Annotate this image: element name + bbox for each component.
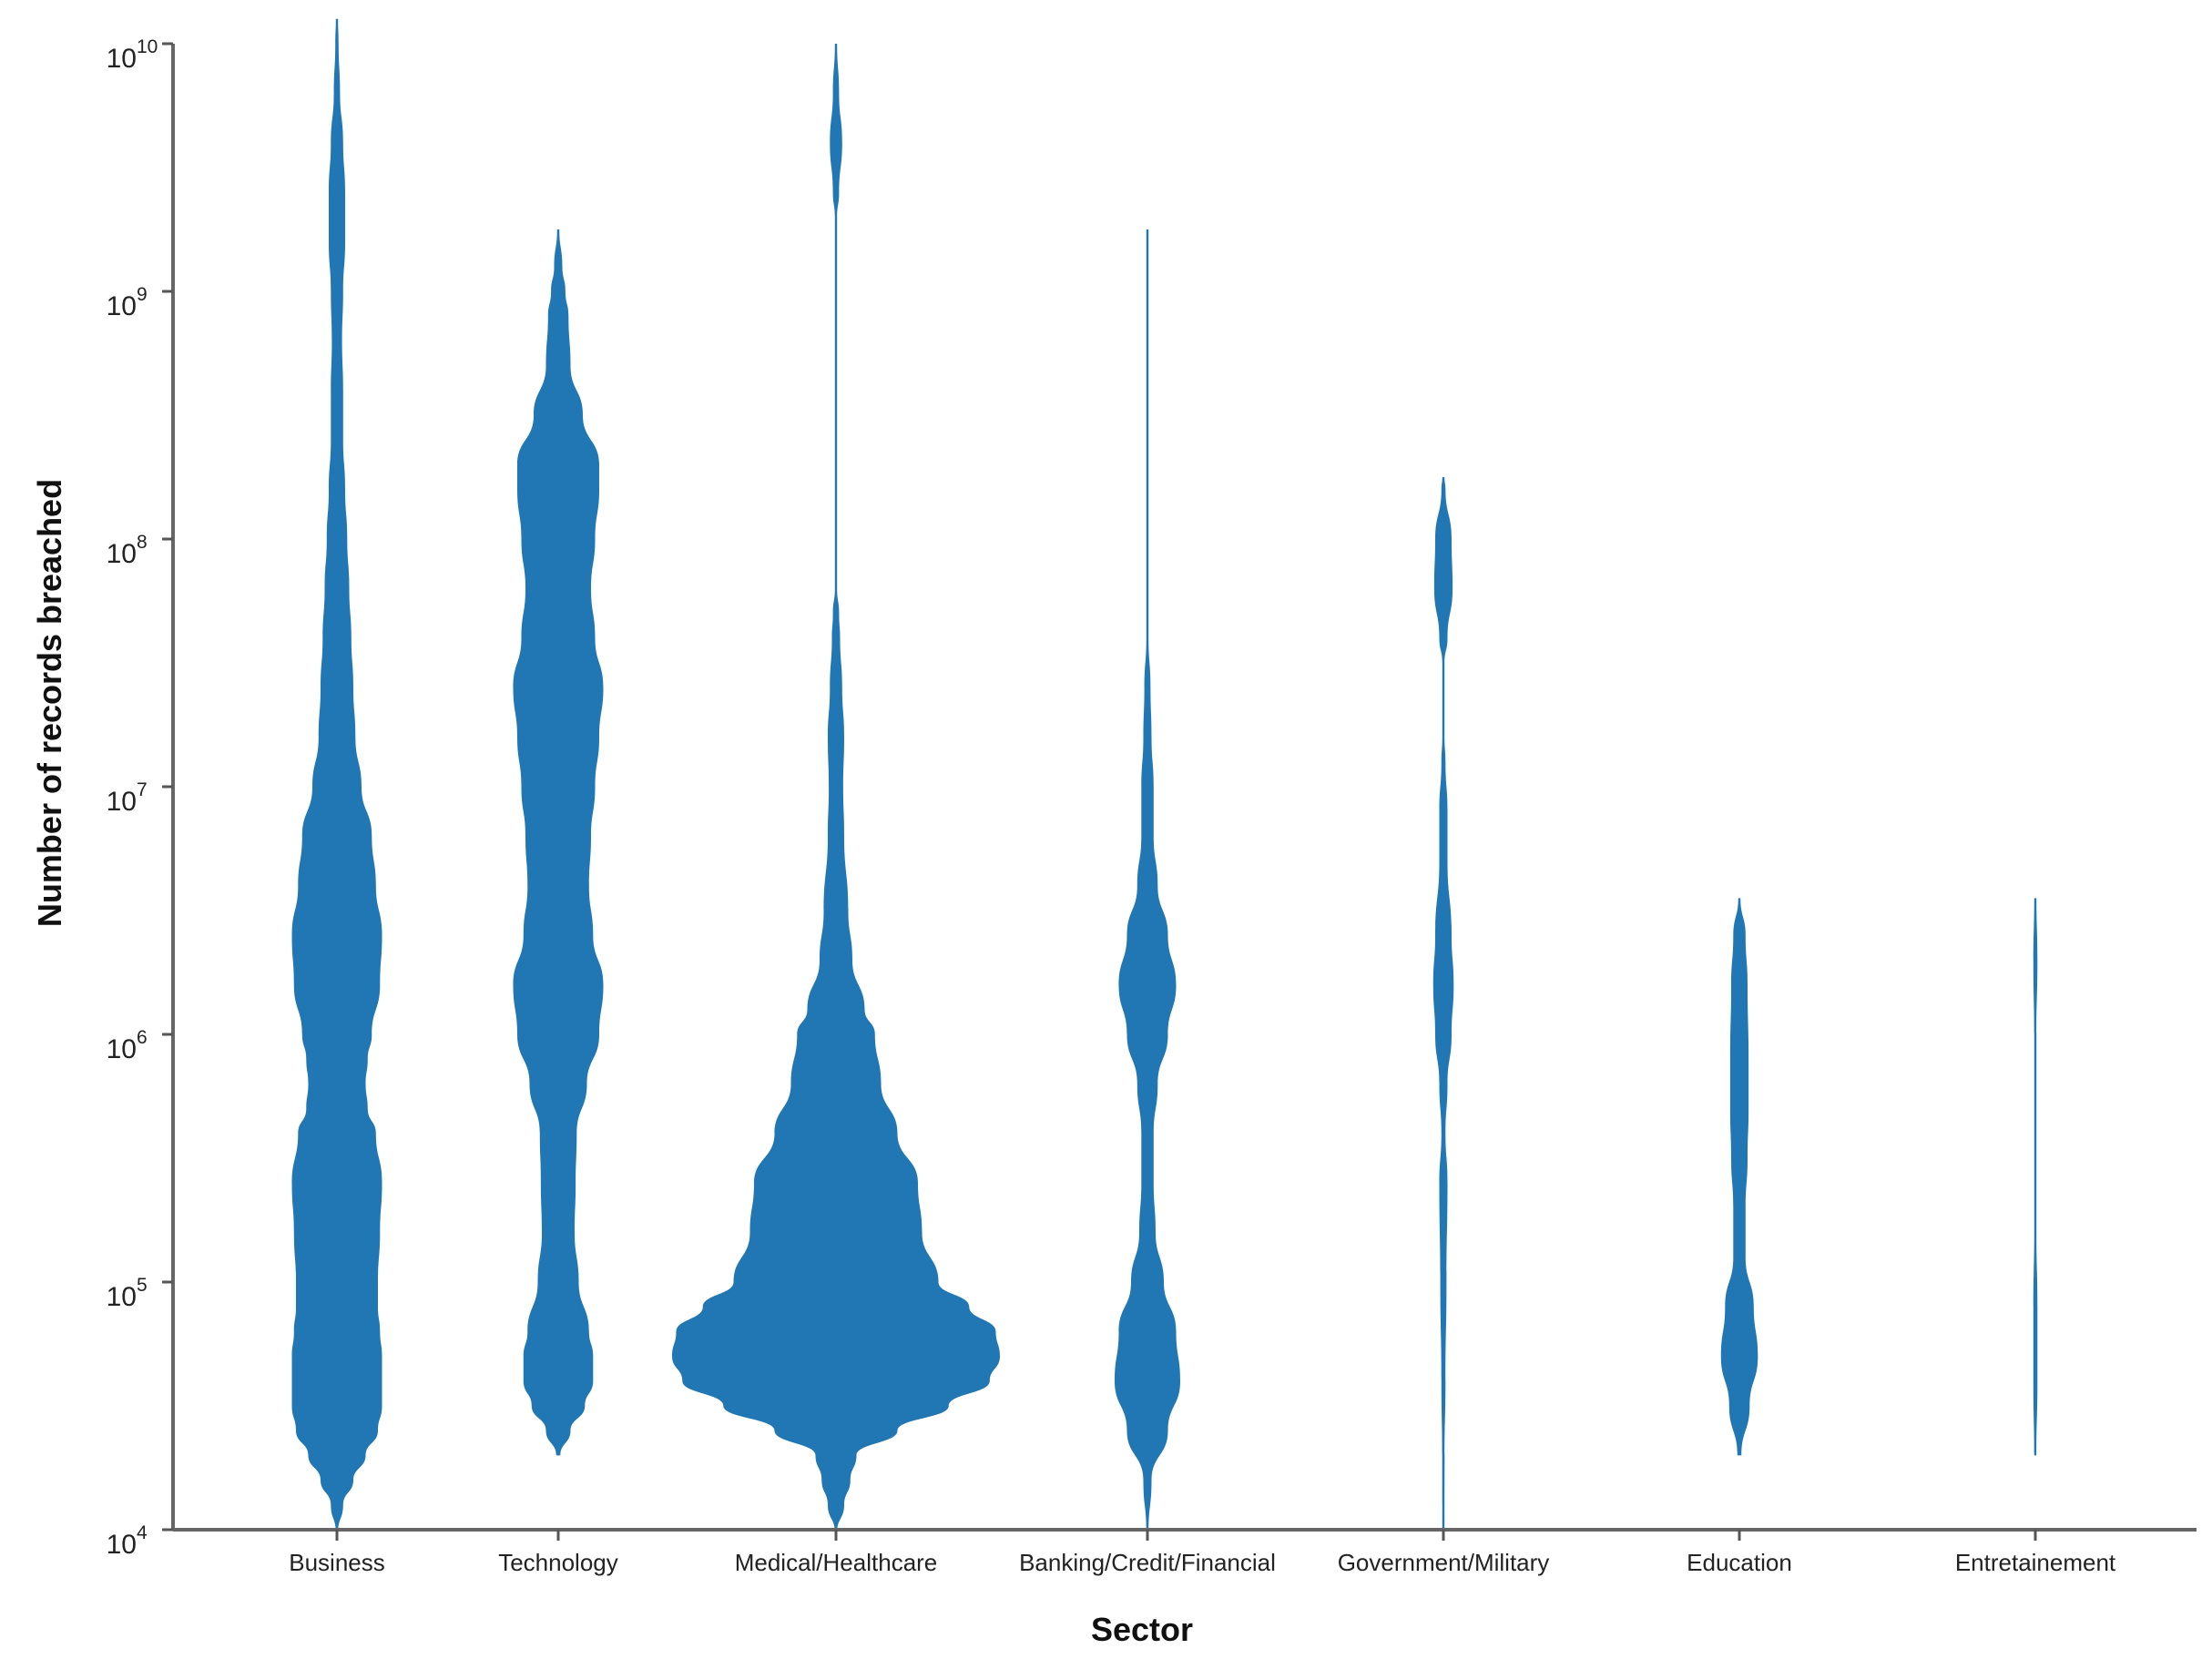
x-tick-label: Business bbox=[289, 1549, 385, 1576]
y-tick-label: 10 bbox=[107, 291, 137, 321]
violin-government-military bbox=[1432, 477, 1454, 1532]
violin-business bbox=[291, 18, 382, 1532]
y-tick-exponent: 4 bbox=[137, 1522, 148, 1543]
y-tick-label: 10 bbox=[107, 1530, 137, 1560]
x-tick-label: Banking/Credit/Financial bbox=[1019, 1549, 1276, 1576]
x-axis-ticks: Business Technology Medical/Healthcare Bank… bbox=[289, 1530, 2116, 1576]
y-tick-exponent: 9 bbox=[137, 284, 148, 305]
violin-layer bbox=[291, 18, 2038, 1532]
x-tick-label: Medical/Healthcare bbox=[735, 1549, 938, 1576]
y-tick-label: 10 bbox=[107, 539, 137, 569]
y-tick-label: 10 bbox=[107, 787, 137, 817]
x-tick-label: Technology bbox=[498, 1549, 618, 1576]
x-tick-label: Education bbox=[1687, 1549, 1792, 1576]
x-tick-label: Government/Military bbox=[1338, 1549, 1550, 1576]
y-axis-title: Number of records breached bbox=[31, 479, 68, 927]
y-tick-exponent: 5 bbox=[137, 1275, 148, 1296]
y-tick-exponent: 8 bbox=[137, 532, 148, 553]
x-axis-title: Sector bbox=[1091, 1611, 1193, 1648]
violin-entretainement bbox=[2033, 898, 2038, 1456]
y-tick-label: 10 bbox=[107, 44, 137, 74]
y-tick-exponent: 6 bbox=[137, 1027, 148, 1048]
violin-banking-credit-financial bbox=[1115, 229, 1180, 1532]
y-tick-label: 10 bbox=[107, 1282, 137, 1312]
violin-technology bbox=[513, 229, 604, 1456]
y-tick-exponent: 10 bbox=[137, 36, 158, 57]
violin-education bbox=[1720, 898, 1758, 1456]
y-tick-label: 10 bbox=[107, 1034, 137, 1064]
x-tick-label: Entretainement bbox=[1955, 1549, 2116, 1576]
violin-medical-healthcare bbox=[672, 44, 1000, 1532]
y-tick-exponent: 7 bbox=[137, 779, 148, 800]
